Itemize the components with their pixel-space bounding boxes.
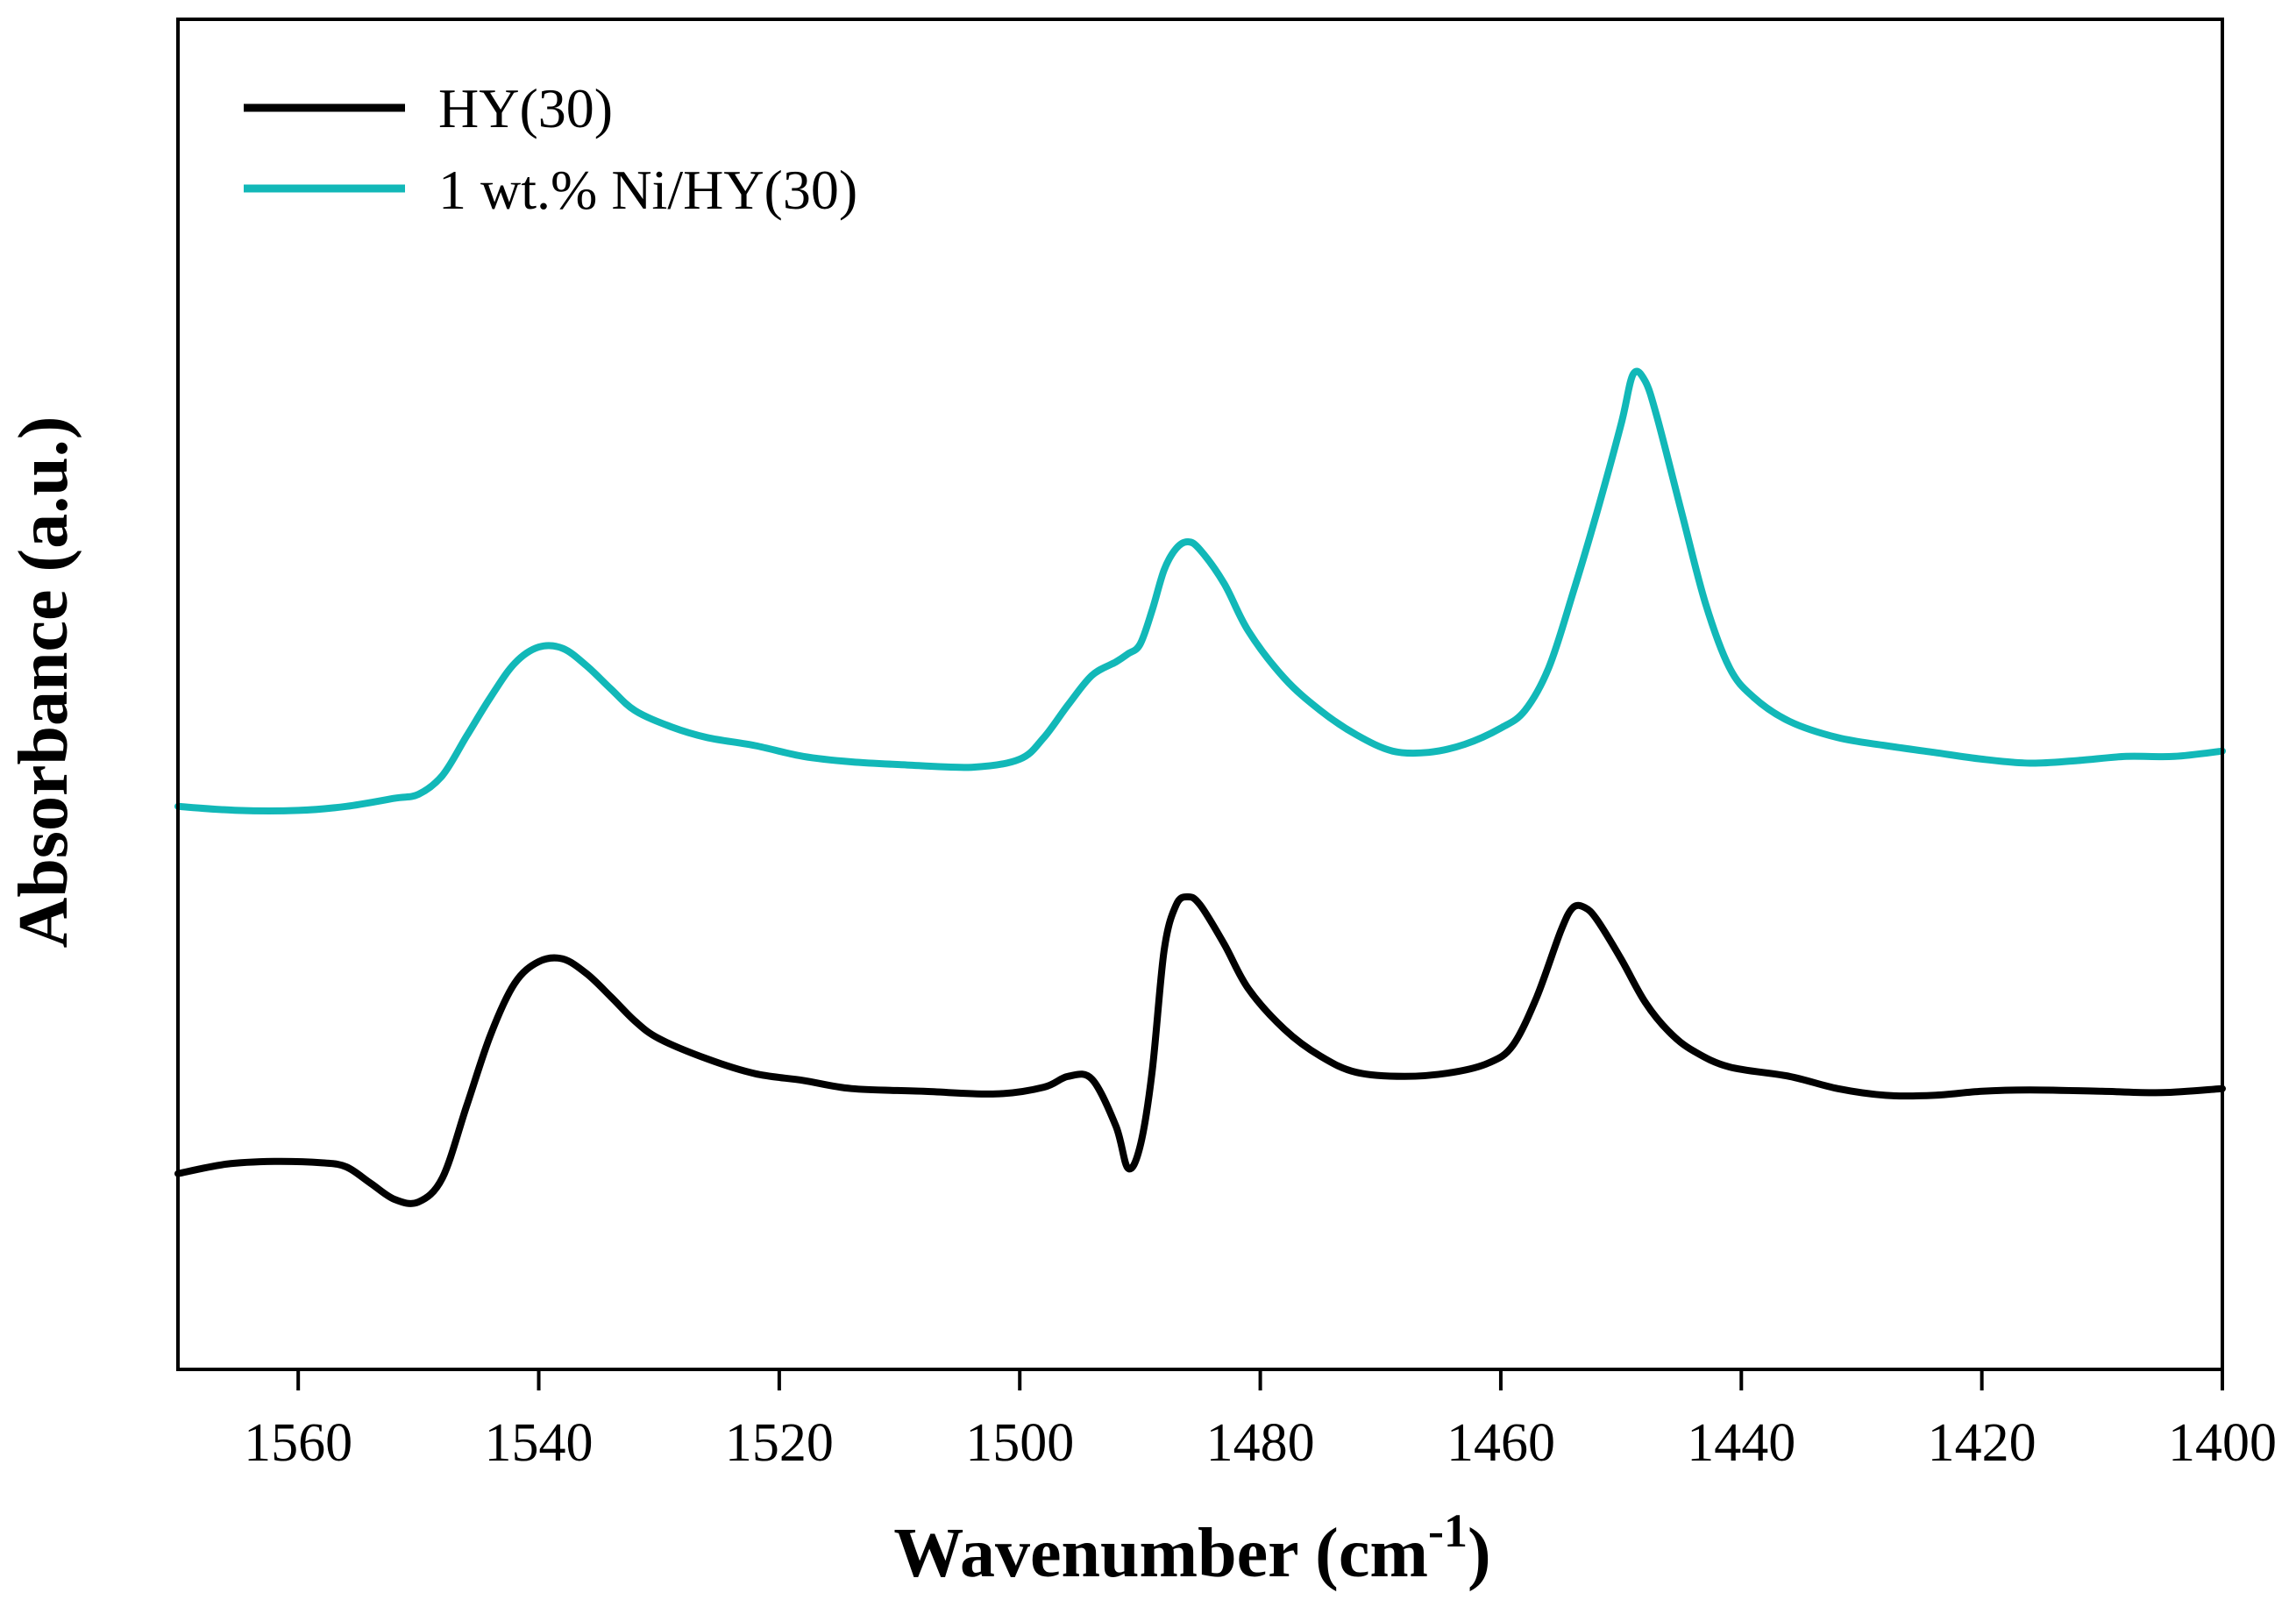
- x-tick-label-1560: 1560: [244, 1413, 352, 1473]
- x-tick-label-1440: 1440: [1687, 1413, 1795, 1473]
- x-axis-ticks: 1560 1540 1520 1500 1480 1460 1440 1420 1400: [244, 1369, 2277, 1473]
- y-axis-title: Absorbance (a.u.): [5, 416, 82, 949]
- x-tick-label-1420: 1420: [1928, 1413, 2037, 1473]
- x-tick-label-1480: 1480: [1206, 1413, 1315, 1473]
- legend-label-ni-hy30: 1 wt.% Ni/HY(30): [438, 159, 857, 221]
- x-tick-label-1520: 1520: [725, 1413, 834, 1473]
- x-tick-label-1540: 1540: [485, 1413, 594, 1473]
- plot-area-frame: [176, 18, 2224, 1371]
- series-line-hy30: [174, 892, 2226, 1207]
- x-axis-title-main: Wavenumber (cm: [893, 1515, 1428, 1592]
- series-line-ni-hy30: [174, 367, 2226, 814]
- series-layer: [174, 367, 2226, 1207]
- x-axis-title: Wavenumber (cm-1): [893, 1504, 1490, 1592]
- legend-label-hy30: HY(30): [438, 77, 613, 139]
- x-tick-label-1460: 1460: [1447, 1413, 1555, 1473]
- legend: HY(30) 1 wt.% Ni/HY(30): [244, 77, 857, 221]
- x-tick-label-1400: 1400: [2168, 1413, 2277, 1473]
- x-axis-title-superscript: -1: [1428, 1504, 1468, 1557]
- x-tick-label-1500: 1500: [965, 1413, 1074, 1473]
- x-axis-title-suffix: ): [1468, 1515, 1491, 1592]
